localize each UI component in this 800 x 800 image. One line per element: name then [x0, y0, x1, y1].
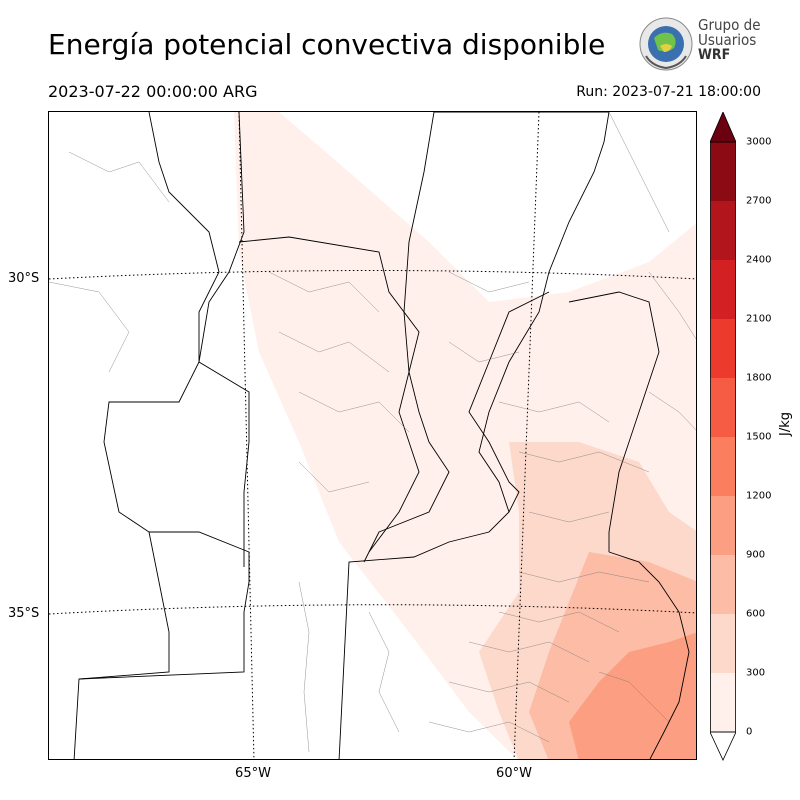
colorbar-tick-label: 300 — [746, 667, 766, 679]
colorbar-band — [710, 673, 736, 732]
graticule — [49, 112, 696, 759]
colorbar-unit: J/kg — [778, 412, 793, 436]
colorbar-tick-label: 900 — [746, 549, 766, 561]
coastline — [608, 551, 690, 759]
colorbar-band — [710, 319, 736, 378]
logo-line-3: WRF — [698, 47, 731, 63]
map-panel[interactable] — [48, 111, 697, 760]
colorbar-tick-label: 2400 — [746, 254, 772, 266]
lon-label-60w: 60°W — [496, 766, 532, 781]
logo-line-1: Grupo de — [698, 16, 761, 34]
department-borders — [49, 112, 696, 753]
colorbar-band — [710, 142, 736, 201]
colorbar-band — [710, 378, 736, 437]
cape-map — [49, 112, 696, 759]
valid-time: 2023-07-22 00:00:00 ARG — [48, 82, 258, 101]
colorbar-tick-label: 1500 — [746, 431, 772, 443]
colorbar-max-extend — [710, 112, 736, 143]
colorbar-tick-label: 1800 — [746, 372, 772, 384]
colorbar-band — [710, 201, 736, 260]
colorbar-tick-label: 3000 — [746, 136, 772, 148]
colorbar-band — [710, 496, 736, 555]
colorbar-frame — [710, 141, 736, 733]
colorbar-tick-label: 1200 — [746, 490, 772, 502]
page-title: Energía potencial convectiva disponible — [48, 28, 606, 61]
logo-line-2: Usuarios — [698, 31, 757, 49]
globe-icon — [639, 17, 693, 71]
colorbar-band — [710, 260, 736, 319]
colorbar-tick-label: 600 — [746, 608, 766, 620]
lon-label-65w: 65°W — [235, 766, 271, 781]
province-borders — [73, 112, 660, 759]
wrf-logo: Grupo de Usuarios WRF — [638, 16, 768, 74]
colorbar-band — [710, 555, 736, 614]
colorbar-tick-label: 0 — [746, 726, 753, 738]
colorbar-tick-label: 2100 — [746, 313, 772, 325]
run-time: Run: 2023-07-21 18:00:00 — [576, 84, 761, 100]
colorbar-band — [710, 614, 736, 673]
lat-label-35s: 35°S — [8, 606, 40, 621]
colorbar — [710, 112, 736, 761]
colorbar-band — [710, 437, 736, 496]
lat-label-30s: 30°S — [8, 271, 40, 286]
colorbar-tick-label: 2700 — [746, 195, 772, 207]
cape-band-900-1200 — [569, 632, 696, 759]
colorbar-min-extend — [710, 731, 736, 761]
